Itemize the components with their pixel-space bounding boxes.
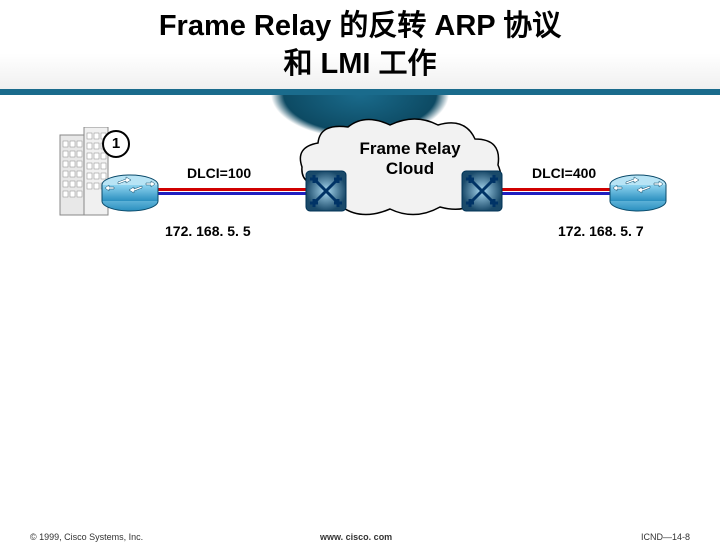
title-line-2: 和 LMI 工作 <box>283 48 436 80</box>
copyright-text: © 1999, Cisco Systems, Inc. <box>30 532 143 542</box>
fr-switch-left-icon <box>304 169 348 213</box>
dlci-left-label: DLCI=100 <box>187 165 251 181</box>
router-right-icon <box>608 173 668 209</box>
link-right-blue <box>498 192 618 195</box>
fr-switch-right-icon <box>460 169 504 213</box>
page-number: ICND—14-8 <box>641 532 690 542</box>
ip-left-label: 172. 168. 5. 5 <box>165 223 251 239</box>
cloud-label-1: Frame Relay <box>359 139 460 158</box>
dlci-right-label: DLCI=400 <box>532 165 596 181</box>
ip-right-label: 172. 168. 5. 7 <box>558 223 644 239</box>
cloud-label: Frame Relay Cloud <box>340 139 480 178</box>
footer-url: www. cisco. com <box>320 532 392 542</box>
link-left-red <box>155 188 310 191</box>
title-line-1: Frame Relay 的反转 ARP 协议 <box>159 10 561 42</box>
link-left-blue <box>155 192 310 195</box>
link-right-red <box>498 188 618 191</box>
step-number: 1 <box>112 135 120 152</box>
step-number-badge: 1 <box>102 130 130 158</box>
network-diagram: 1 Frame Relay Cloud <box>0 125 720 285</box>
title-banner: Frame Relay 的反转 ARP 协议 和 LMI 工作 <box>0 0 720 95</box>
slide-title: Frame Relay 的反转 ARP 协议 和 LMI 工作 <box>0 8 720 83</box>
router-left-icon <box>100 173 160 209</box>
cloud-label-2: Cloud <box>386 159 434 178</box>
